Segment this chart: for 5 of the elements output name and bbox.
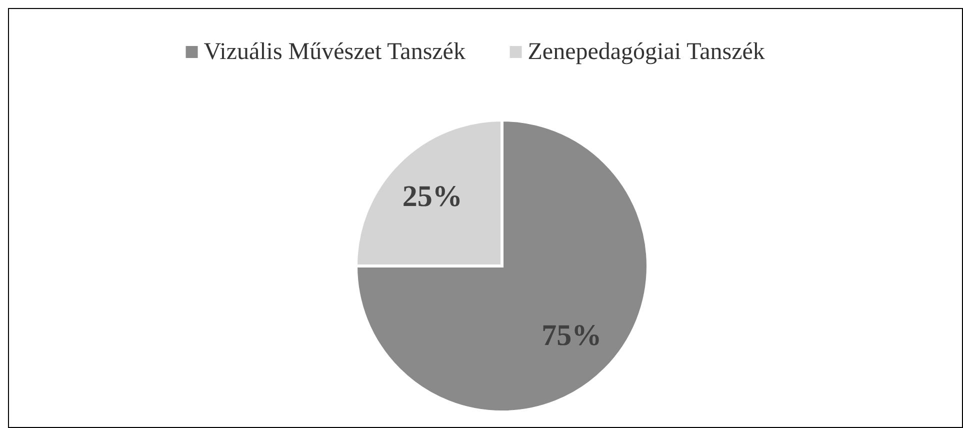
data-label: 25% bbox=[402, 180, 462, 213]
data-label: 75% bbox=[542, 319, 602, 352]
legend-label: Zenepedagógiai Tanszék bbox=[528, 39, 765, 65]
legend-label: Vizuális Művészet Tanszék bbox=[204, 39, 466, 65]
pie-slice bbox=[354, 118, 650, 414]
